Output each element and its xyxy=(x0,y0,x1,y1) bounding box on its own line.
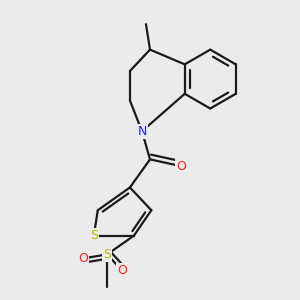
Text: S: S xyxy=(103,248,111,261)
Text: N: N xyxy=(137,125,147,138)
Text: S: S xyxy=(90,229,98,242)
Text: O: O xyxy=(117,264,127,277)
Text: O: O xyxy=(78,252,88,265)
Text: O: O xyxy=(176,160,186,172)
